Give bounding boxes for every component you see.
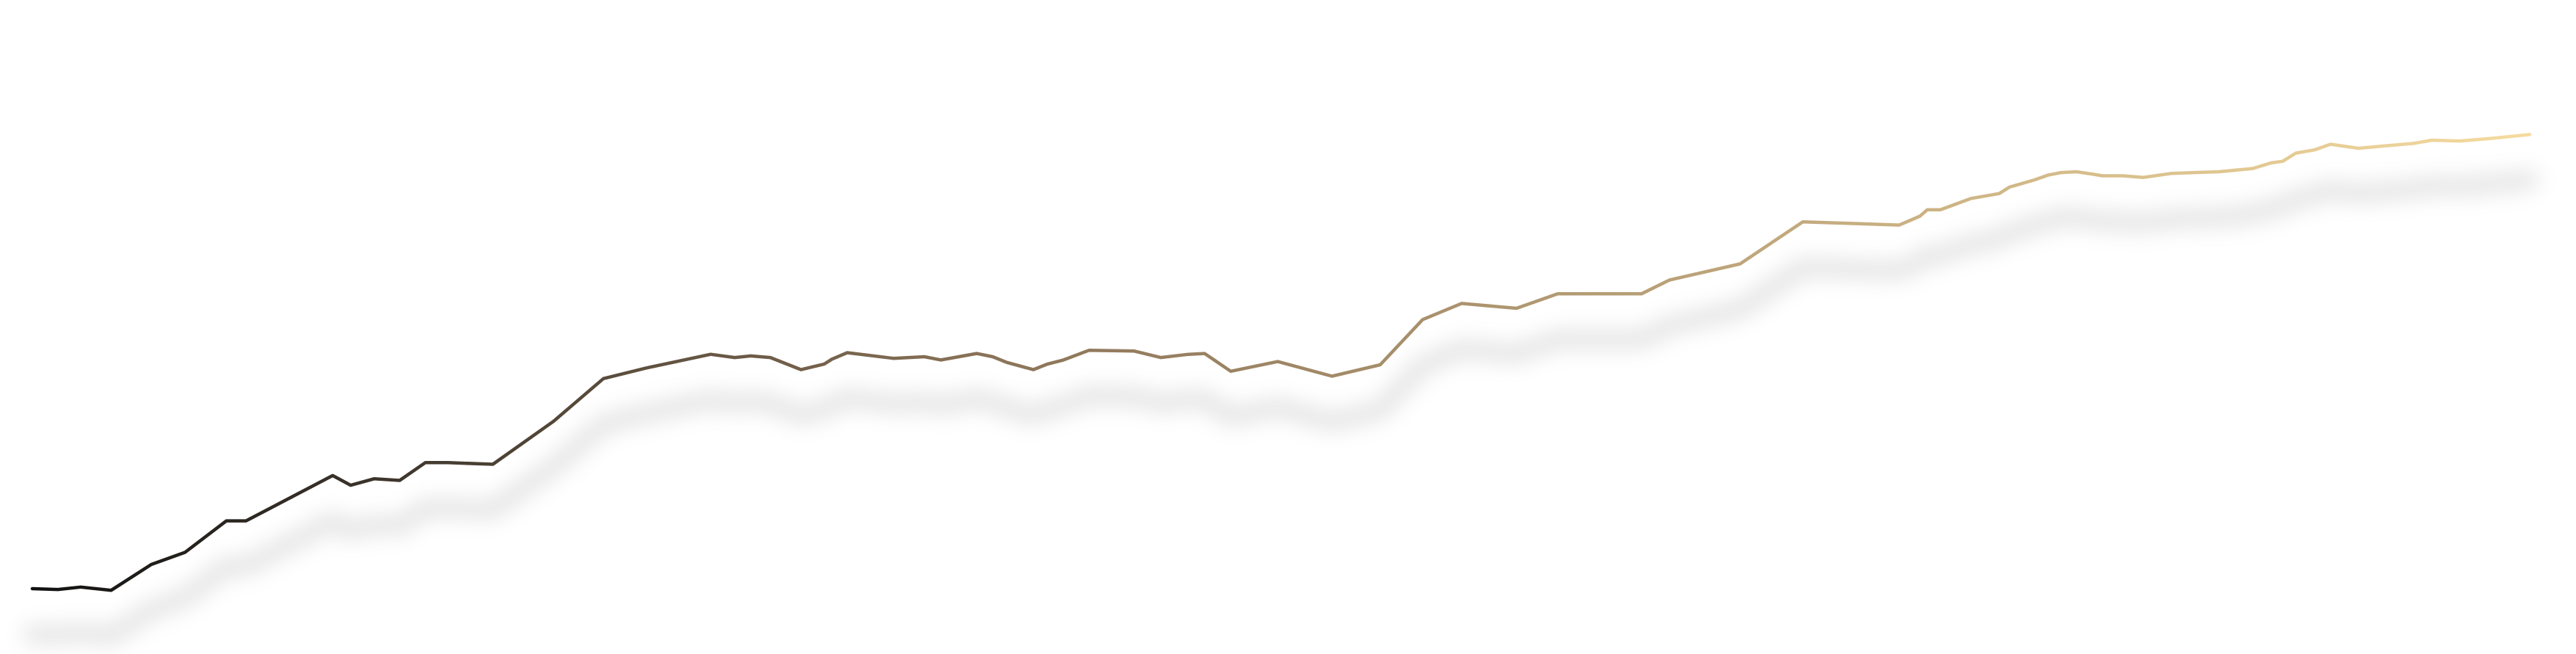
series-0-line bbox=[30, 133, 2532, 592]
series-0-shadow bbox=[23, 170, 2539, 646]
plot-area bbox=[23, 133, 2539, 646]
